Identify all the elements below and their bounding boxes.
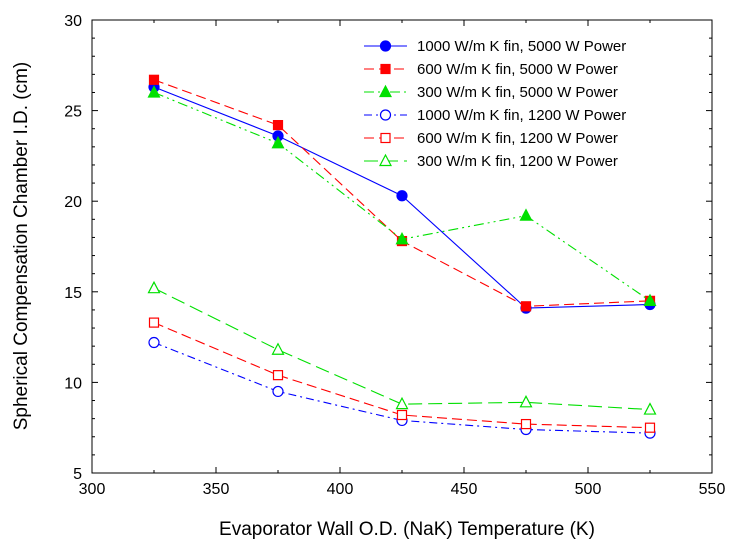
data-point <box>147 85 161 98</box>
x-axis-label: Evaporator Wall O.D. (NaK) Temperature (… <box>219 519 595 540</box>
x-tick-label: 400 <box>327 481 354 498</box>
data-point <box>643 293 657 306</box>
legend-marker <box>379 109 392 121</box>
legend-label: 1000 W/m K fin, 5000 W Power <box>417 38 626 55</box>
data-point <box>272 385 284 398</box>
data-point <box>272 370 284 381</box>
legend: 1000 W/m K fin, 5000 W Power 600 W/m K fi… <box>364 38 626 170</box>
data-point <box>643 402 657 415</box>
y-tick-label: 25 <box>64 104 82 121</box>
data-point <box>271 135 285 149</box>
legend-item: 300 W/m K fin, 1200 W Power <box>364 153 618 170</box>
legend-marker <box>379 84 392 98</box>
legend-label: 300 W/m K fin, 5000 W Power <box>417 84 618 101</box>
x-tick-label: 450 <box>451 481 478 498</box>
legend-item: 1000 W/m K fin, 1200 W Power <box>364 107 626 124</box>
legend-label: 600 W/m K fin, 5000 W Power <box>417 61 618 78</box>
data-point <box>520 301 532 312</box>
legend-item: 300 W/m K fin, 5000 W Power <box>364 84 618 101</box>
x-tick-label: 300 <box>79 481 106 498</box>
data-point <box>395 396 409 410</box>
x-tick-label: 550 <box>699 481 726 498</box>
legend-label: 1000 W/m K fin, 1200 W Power <box>417 107 626 124</box>
series-3 <box>147 85 657 306</box>
series-5 <box>148 317 656 433</box>
data-point <box>148 336 160 349</box>
data-point <box>519 395 533 408</box>
data-point <box>271 342 285 355</box>
y-tick-label: 10 <box>64 375 82 392</box>
legend-label: 300 W/m K fin, 1200 W Power <box>417 153 618 170</box>
data-point <box>519 208 533 221</box>
data-point <box>147 280 161 294</box>
legend-marker <box>380 132 391 144</box>
data-point <box>148 317 160 328</box>
legend-marker <box>379 153 392 167</box>
y-tick-label: 5 <box>73 466 82 483</box>
legend-item: 1000 W/m K fin, 5000 W Power <box>364 38 626 55</box>
y-tick-label: 15 <box>64 285 82 302</box>
y-tick-label: 30 <box>64 13 82 30</box>
x-tick-label: 350 <box>203 481 230 498</box>
legend-item: 600 W/m K fin, 5000 W Power <box>364 61 618 78</box>
plot-area: 300 350 400 450 500 550 5 10 15 20 25 30 1000 W/m K … <box>64 13 725 498</box>
legend-marker <box>380 63 391 75</box>
legend-item: 600 W/m K fin, 1200 W Power <box>364 130 618 147</box>
x-tick-label: 500 <box>575 481 602 498</box>
data-point <box>395 231 409 245</box>
legend-marker <box>379 40 392 52</box>
data-point <box>520 418 532 430</box>
y-axis-label: Spherical Compensation Chamber I.D. (cm) <box>11 62 32 431</box>
y-tick-label: 20 <box>64 194 82 211</box>
data-point <box>396 190 408 202</box>
data-point <box>272 119 284 131</box>
series-6 <box>147 280 657 415</box>
legend-label: 600 W/m K fin, 1200 W Power <box>417 130 618 147</box>
data-point <box>396 409 408 421</box>
data-point <box>644 422 656 433</box>
data-point <box>148 74 160 85</box>
series-line <box>153 342 651 434</box>
